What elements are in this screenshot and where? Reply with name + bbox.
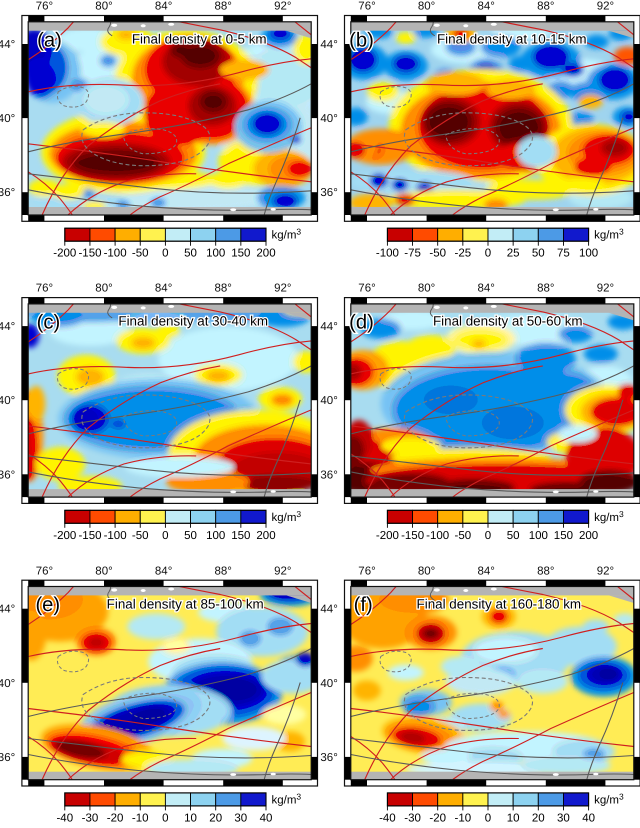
svg-text:50: 50: [507, 530, 520, 542]
svg-text:Final density at 50-60 km: Final density at 50-60 km: [433, 314, 583, 329]
svg-text:75: 75: [557, 248, 570, 260]
svg-text:50: 50: [184, 248, 197, 260]
svg-text:30: 30: [234, 812, 247, 824]
svg-text:150: 150: [554, 530, 573, 542]
svg-text:-150: -150: [78, 248, 101, 260]
svg-text:Final density at 160-180 km: Final density at 160-180 km: [417, 596, 582, 611]
svg-text:-100: -100: [426, 530, 449, 542]
svg-text:-150: -150: [401, 530, 424, 542]
svg-text:40: 40: [582, 812, 595, 824]
svg-text:(a): (a): [37, 29, 62, 51]
svg-text:50: 50: [532, 248, 545, 260]
svg-text:-20: -20: [429, 812, 446, 824]
svg-text:-200: -200: [53, 248, 76, 260]
svg-text:-50: -50: [429, 248, 446, 260]
svg-text:-20: -20: [107, 812, 124, 824]
svg-text:0: 0: [485, 812, 491, 824]
svg-text:30: 30: [557, 812, 570, 824]
svg-text:(d): (d): [349, 312, 374, 334]
svg-text:40: 40: [260, 812, 273, 824]
svg-text:Final density at 10-15 km: Final density at 10-15 km: [437, 32, 587, 47]
svg-text:-200: -200: [376, 530, 399, 542]
svg-text:-50: -50: [132, 248, 149, 260]
svg-text:0: 0: [162, 530, 168, 542]
svg-text:-25: -25: [454, 248, 471, 260]
svg-text:Final density at 0-5 km: Final density at 0-5 km: [132, 32, 267, 47]
svg-text:(f): (f): [354, 594, 373, 616]
svg-text:-100: -100: [376, 248, 399, 260]
svg-text:0: 0: [162, 248, 168, 260]
svg-text:100: 100: [579, 248, 598, 260]
svg-text:-75: -75: [404, 248, 421, 260]
svg-text:200: 200: [579, 530, 598, 542]
svg-text:10: 10: [184, 812, 197, 824]
svg-text:(c): (c): [37, 312, 61, 334]
svg-text:100: 100: [206, 248, 225, 260]
svg-text:25: 25: [507, 248, 520, 260]
svg-text:100: 100: [206, 530, 225, 542]
svg-text:Final density at 30-40 km: Final density at 30-40 km: [118, 314, 268, 329]
svg-text:-40: -40: [379, 812, 396, 824]
svg-text:-50: -50: [132, 530, 149, 542]
svg-text:-30: -30: [404, 812, 421, 824]
svg-text:0: 0: [485, 530, 491, 542]
svg-text:20: 20: [532, 812, 545, 824]
svg-text:200: 200: [256, 530, 275, 542]
svg-text:0: 0: [485, 248, 491, 260]
svg-text:100: 100: [529, 530, 548, 542]
svg-text:150: 150: [231, 248, 250, 260]
svg-text:-50: -50: [454, 530, 471, 542]
svg-text:-150: -150: [78, 530, 101, 542]
svg-text:-200: -200: [53, 530, 76, 542]
svg-text:50: 50: [184, 530, 197, 542]
svg-text:Final density at 85-100 km: Final density at 85-100 km: [107, 596, 264, 611]
svg-text:200: 200: [256, 248, 275, 260]
svg-text:10: 10: [507, 812, 520, 824]
svg-text:-10: -10: [454, 812, 471, 824]
svg-text:20: 20: [209, 812, 222, 824]
svg-text:(e): (e): [35, 594, 60, 616]
svg-text:-100: -100: [104, 248, 127, 260]
svg-text:(b): (b): [349, 29, 374, 51]
svg-text:-10: -10: [132, 812, 149, 824]
svg-text:-30: -30: [82, 812, 99, 824]
svg-text:-100: -100: [104, 530, 127, 542]
svg-text:0: 0: [162, 812, 168, 824]
svg-text:-40: -40: [56, 812, 73, 824]
svg-text:150: 150: [231, 530, 250, 542]
